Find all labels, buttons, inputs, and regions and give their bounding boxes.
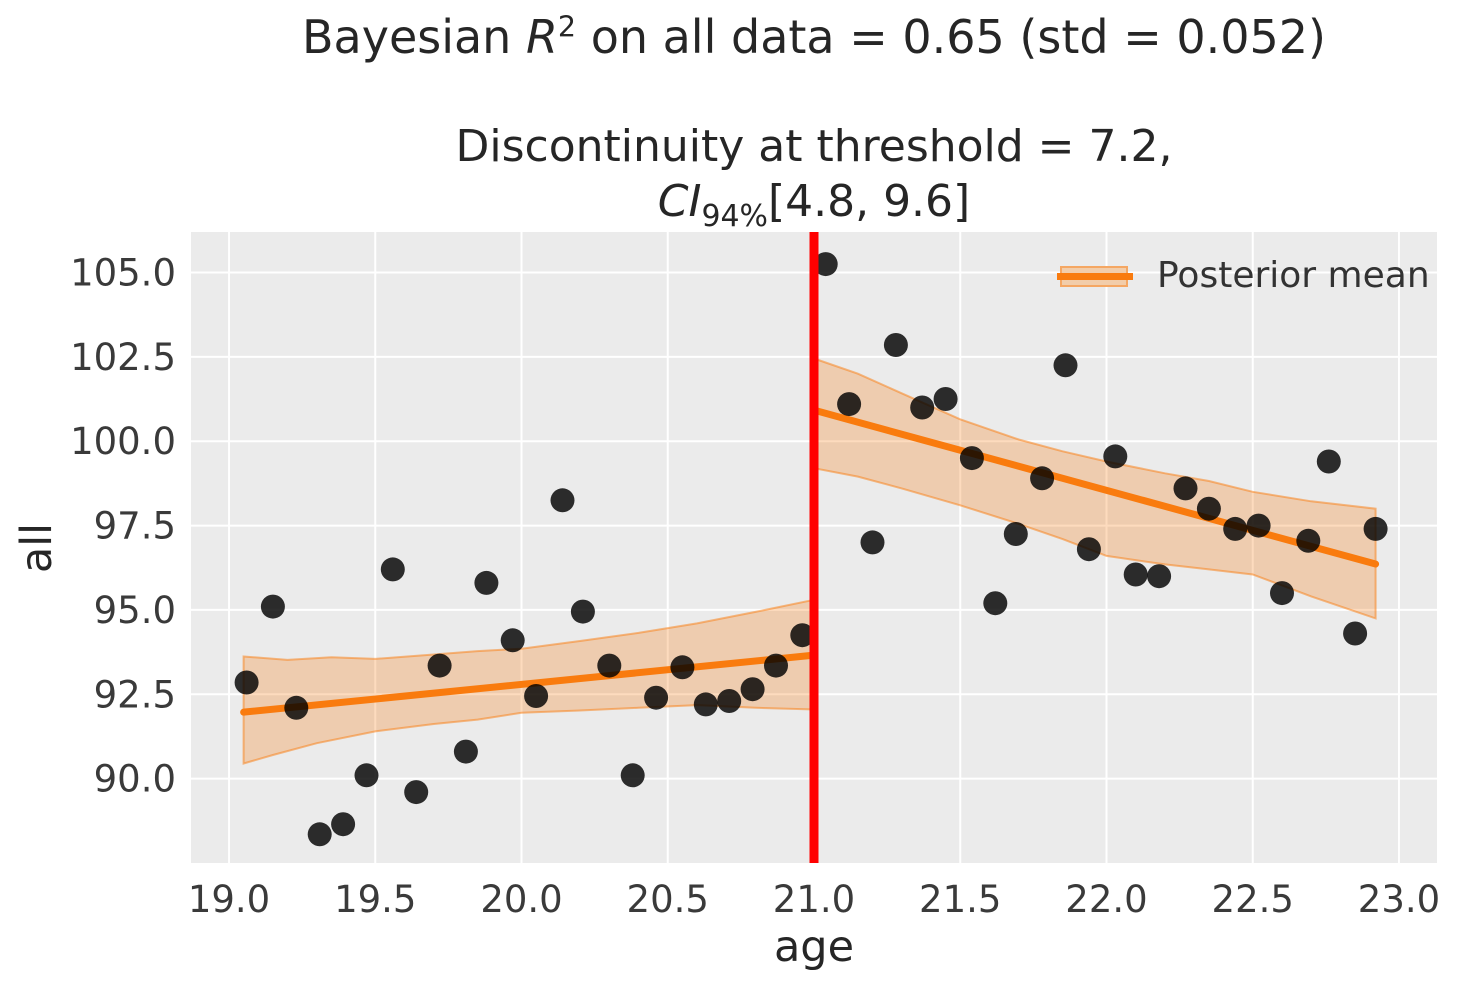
y-tick-label: 102.5 bbox=[70, 336, 176, 379]
data-point bbox=[740, 677, 765, 702]
data-point bbox=[1316, 449, 1341, 474]
x-tick-label: 21.5 bbox=[919, 878, 1001, 921]
data-point bbox=[331, 812, 356, 837]
data-point bbox=[354, 763, 379, 788]
data-point bbox=[427, 653, 452, 678]
axes-title-line2: CI94%[4.8, 9.6] bbox=[191, 175, 1437, 234]
y-tick-label: 97.5 bbox=[94, 505, 176, 548]
data-point bbox=[693, 692, 718, 717]
data-point bbox=[1343, 621, 1368, 646]
ci-var: CI bbox=[657, 175, 702, 227]
posterior-mean-right-line bbox=[810, 406, 1380, 568]
x-tick-label: 22.0 bbox=[1065, 878, 1147, 921]
figure-title: Bayesian R2 on all data = 0.65 (std = 0.… bbox=[191, 10, 1437, 64]
data-point bbox=[1173, 476, 1198, 501]
posterior-mean-left-line bbox=[240, 651, 818, 716]
figure-title-post: on all data = 0.65 (std = 0.052) bbox=[576, 10, 1327, 64]
x-tick-label: 20.0 bbox=[480, 878, 562, 921]
data-point bbox=[1147, 564, 1172, 589]
data-point bbox=[644, 685, 669, 710]
data-point bbox=[260, 594, 285, 619]
data-point bbox=[307, 822, 332, 847]
y-tick-label: 90.0 bbox=[94, 758, 176, 801]
x-tick-label: 20.5 bbox=[627, 878, 709, 921]
data-point bbox=[453, 739, 478, 764]
x-tick-label: 19.5 bbox=[334, 878, 416, 921]
data-point bbox=[764, 653, 788, 678]
data-point bbox=[620, 763, 645, 788]
data-point bbox=[1246, 513, 1271, 538]
data-point bbox=[524, 684, 549, 708]
x-tick-label: 23.0 bbox=[1358, 878, 1440, 921]
figure-title-var: R bbox=[525, 10, 558, 64]
data-point bbox=[404, 780, 429, 805]
data-point bbox=[570, 599, 595, 624]
data-point bbox=[234, 670, 259, 695]
data-point bbox=[474, 570, 499, 595]
data-point bbox=[1003, 522, 1028, 546]
ci-rest: [4.8, 9.6] bbox=[767, 175, 971, 227]
data-point bbox=[1076, 537, 1101, 562]
data-point bbox=[1363, 516, 1388, 541]
data-point bbox=[959, 446, 984, 471]
legend-key-line-swatch bbox=[1057, 273, 1133, 280]
data-point bbox=[933, 387, 958, 411]
data-point bbox=[1053, 353, 1078, 378]
figure-title-pre: Bayesian bbox=[301, 10, 526, 64]
data-point bbox=[790, 623, 815, 648]
ci-sub: 94% bbox=[701, 198, 768, 234]
data-point bbox=[1270, 581, 1294, 606]
data-point bbox=[1103, 444, 1128, 469]
data-point bbox=[550, 488, 575, 513]
data-point bbox=[597, 653, 622, 678]
data-point bbox=[500, 628, 525, 653]
x-tick-label: 19.0 bbox=[188, 878, 270, 921]
y-tick-label: 105.0 bbox=[70, 251, 176, 294]
data-point bbox=[1196, 496, 1221, 521]
data-point bbox=[380, 557, 405, 582]
data-point bbox=[717, 689, 742, 713]
data-point bbox=[284, 695, 309, 720]
x-tick-label: 22.5 bbox=[1212, 878, 1294, 921]
axes-title-line1: Discontinuity at threshold = 7.2, bbox=[455, 121, 1173, 172]
data-point bbox=[983, 591, 1008, 616]
data-point bbox=[883, 333, 908, 357]
data-point bbox=[813, 252, 838, 277]
data-point bbox=[1030, 466, 1055, 491]
data-point bbox=[1223, 516, 1248, 541]
legend-label: Posterior mean bbox=[1157, 254, 1430, 296]
x-axis-label: age bbox=[773, 922, 855, 972]
y-tick-label: 100.0 bbox=[70, 420, 176, 463]
data-point bbox=[837, 392, 862, 417]
legend-key-band-swatch bbox=[1057, 266, 1133, 287]
data-point bbox=[1123, 562, 1148, 587]
x-tick-label: 21.0 bbox=[773, 878, 855, 921]
data-point bbox=[910, 395, 935, 420]
figure-title-sup: 2 bbox=[557, 10, 577, 44]
axes-title: Discontinuity at threshold = 7.2, CI94%[… bbox=[191, 120, 1437, 234]
data-point bbox=[670, 655, 695, 680]
y-tick-label: 95.0 bbox=[94, 589, 176, 632]
data-point bbox=[1296, 528, 1321, 553]
data-point bbox=[860, 530, 885, 555]
y-tick-label: 92.5 bbox=[94, 673, 176, 716]
